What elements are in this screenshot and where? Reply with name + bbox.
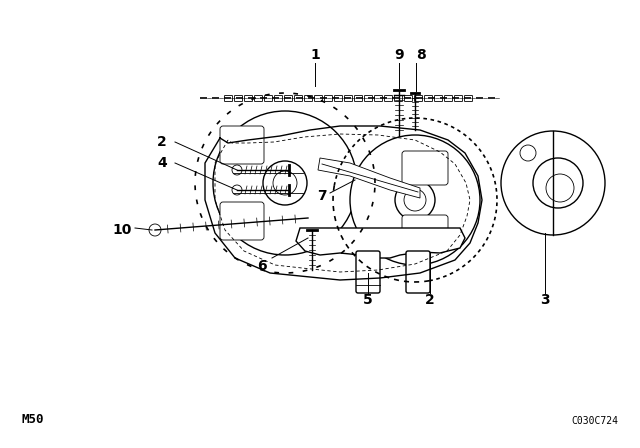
FancyBboxPatch shape bbox=[394, 95, 403, 102]
FancyBboxPatch shape bbox=[275, 95, 282, 102]
FancyBboxPatch shape bbox=[294, 95, 303, 102]
FancyBboxPatch shape bbox=[220, 126, 264, 164]
Text: C030C724: C030C724 bbox=[571, 416, 618, 426]
FancyBboxPatch shape bbox=[285, 95, 292, 102]
Circle shape bbox=[213, 111, 357, 255]
Text: 6: 6 bbox=[257, 259, 267, 273]
Text: 2: 2 bbox=[157, 135, 167, 149]
Polygon shape bbox=[318, 158, 420, 198]
FancyBboxPatch shape bbox=[404, 95, 413, 102]
FancyBboxPatch shape bbox=[324, 95, 333, 102]
Circle shape bbox=[149, 224, 161, 236]
FancyBboxPatch shape bbox=[314, 95, 323, 102]
Circle shape bbox=[350, 135, 480, 265]
FancyBboxPatch shape bbox=[305, 95, 312, 102]
FancyBboxPatch shape bbox=[402, 151, 448, 185]
Circle shape bbox=[520, 145, 536, 161]
FancyBboxPatch shape bbox=[445, 95, 452, 102]
Circle shape bbox=[546, 174, 574, 202]
FancyBboxPatch shape bbox=[335, 95, 342, 102]
Text: 10: 10 bbox=[112, 223, 132, 237]
Circle shape bbox=[232, 165, 242, 175]
FancyBboxPatch shape bbox=[355, 95, 362, 102]
FancyBboxPatch shape bbox=[435, 95, 442, 102]
Text: 7: 7 bbox=[317, 189, 327, 203]
FancyBboxPatch shape bbox=[264, 95, 273, 102]
FancyBboxPatch shape bbox=[365, 95, 372, 102]
FancyBboxPatch shape bbox=[255, 95, 262, 102]
FancyBboxPatch shape bbox=[406, 251, 430, 293]
Text: 3: 3 bbox=[540, 293, 550, 307]
FancyBboxPatch shape bbox=[234, 95, 243, 102]
FancyBboxPatch shape bbox=[220, 202, 264, 240]
Circle shape bbox=[395, 180, 435, 220]
Text: M50: M50 bbox=[22, 413, 45, 426]
FancyBboxPatch shape bbox=[344, 95, 353, 102]
FancyBboxPatch shape bbox=[374, 95, 383, 102]
Circle shape bbox=[533, 158, 583, 208]
Text: 2: 2 bbox=[425, 293, 435, 307]
FancyBboxPatch shape bbox=[244, 95, 253, 102]
FancyBboxPatch shape bbox=[465, 95, 472, 102]
FancyBboxPatch shape bbox=[402, 215, 448, 249]
Text: 4: 4 bbox=[157, 156, 167, 170]
Circle shape bbox=[501, 131, 605, 235]
FancyBboxPatch shape bbox=[424, 95, 433, 102]
FancyBboxPatch shape bbox=[356, 251, 380, 293]
Text: 8: 8 bbox=[416, 48, 426, 62]
FancyBboxPatch shape bbox=[225, 95, 232, 102]
Circle shape bbox=[263, 161, 307, 205]
Text: 5: 5 bbox=[363, 293, 373, 307]
FancyBboxPatch shape bbox=[454, 95, 463, 102]
FancyBboxPatch shape bbox=[415, 95, 422, 102]
Polygon shape bbox=[296, 228, 465, 258]
FancyBboxPatch shape bbox=[385, 95, 392, 102]
Circle shape bbox=[232, 185, 242, 195]
Text: 1: 1 bbox=[310, 48, 320, 62]
Text: 9: 9 bbox=[394, 48, 404, 62]
